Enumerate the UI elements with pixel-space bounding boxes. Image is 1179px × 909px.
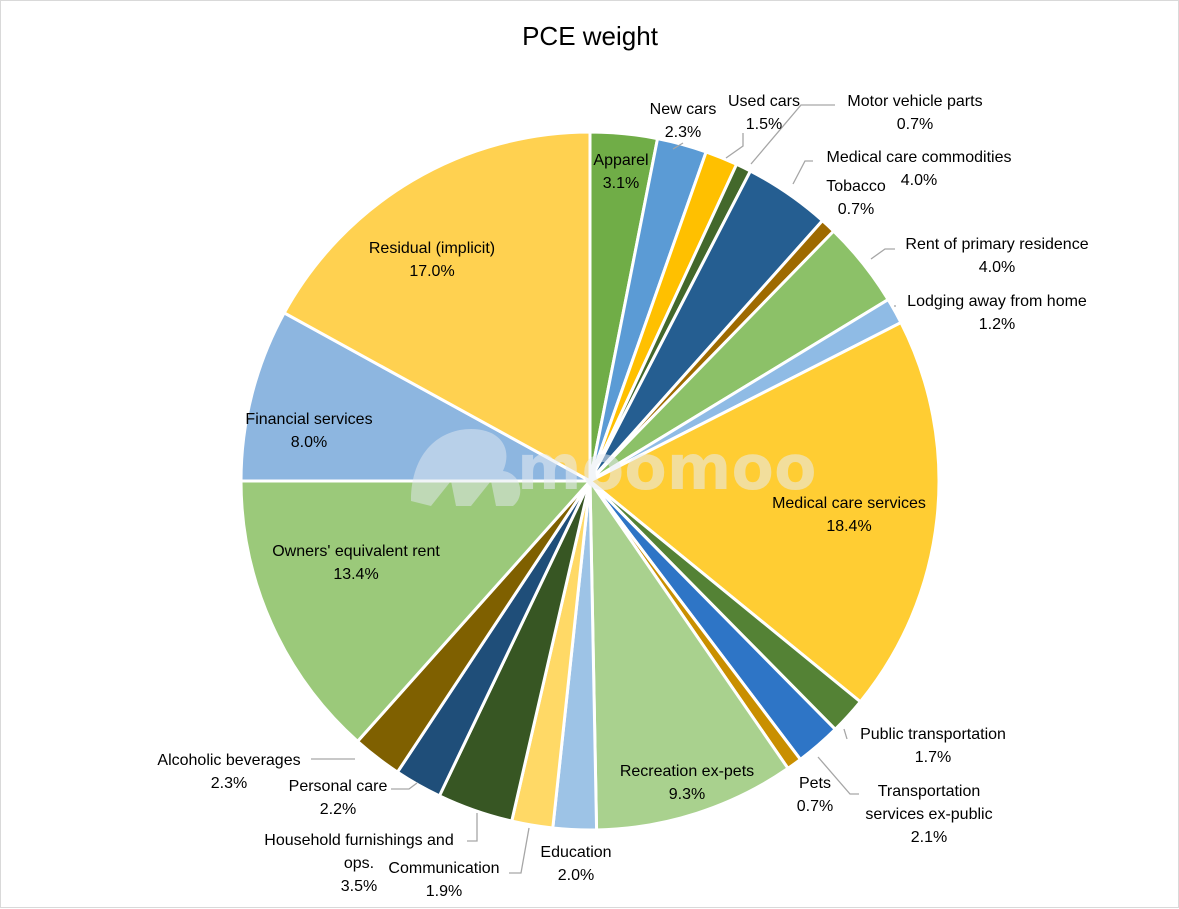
data-label-name: services ex-public — [865, 806, 992, 823]
data-label-residual-implicit: Residual (implicit) 17.0% — [369, 240, 495, 280]
data-label-value: 1.5% — [746, 116, 782, 133]
data-label-name: Medical care services — [772, 495, 926, 512]
data-label-value: 0.7% — [897, 116, 933, 133]
leader-line-household-furnishings-and-ops — [467, 813, 478, 842]
data-label-public-transportation: Public transportation 1.7% — [860, 726, 1006, 766]
data-label-name: Alcoholic beverages — [157, 752, 300, 769]
data-label-value: 2.1% — [911, 829, 947, 846]
data-label-rent-of-primary-residence: Rent of primary residence 4.0% — [905, 236, 1088, 276]
leader-line-personal-care — [391, 782, 418, 790]
pie-slice-financial-services — [239, 310, 591, 483]
data-label-personal-care: Personal care 2.2% — [289, 778, 388, 818]
data-labels: Apparel 3.1% New cars 2.3% Used cars 1.5% Moto… — [157, 93, 1088, 900]
pie-slice-owners-equivalent-rent — [239, 479, 594, 744]
chart-title: PCE weight — [522, 21, 659, 51]
data-label-value: 17.0% — [409, 263, 454, 280]
data-label-value: 9.3% — [669, 786, 705, 803]
data-label-communication: Communication 1.9% — [388, 860, 499, 900]
data-label-recreation-ex-pets: Recreation ex-pets 9.3% — [620, 763, 754, 803]
data-label-alcoholic-beverages: Alcoholic beverages 2.3% — [157, 752, 300, 792]
pie-slice-recreation-ex-pets — [588, 476, 791, 832]
leader-line-new-cars — [672, 142, 684, 150]
leader-line-transportation-services-ex-public — [817, 756, 859, 795]
data-label-pets: Pets 0.7% — [797, 775, 833, 815]
data-label-name: Tobacco — [826, 178, 886, 195]
data-label-new-cars: New cars 2.3% — [650, 101, 717, 141]
data-label-name: Lodging away from home — [907, 293, 1087, 310]
data-label-value: 4.0% — [979, 259, 1015, 276]
data-label-value: 2.2% — [320, 801, 356, 818]
data-label-name: ops. — [344, 855, 374, 872]
data-label-value: 1.2% — [979, 316, 1015, 333]
leader-line-public-transportation — [843, 728, 848, 740]
data-label-owners-equivalent-rent: Owners' equivalent rent 13.4% — [272, 543, 440, 583]
data-label-used-cars: Used cars 1.5% — [728, 93, 800, 133]
leader-line-motor-vehicle-parts — [750, 104, 835, 165]
data-label-name: Financial services — [245, 411, 372, 428]
data-label-name: New cars — [650, 101, 717, 118]
data-label-name: Recreation ex-pets — [620, 763, 754, 780]
data-label-value: 3.1% — [603, 175, 639, 192]
data-label-value: 1.7% — [915, 749, 951, 766]
data-label-name: Personal care — [289, 778, 388, 795]
data-label-name: Residual (implicit) — [369, 240, 495, 257]
data-label-value: 2.3% — [665, 124, 701, 141]
data-label-financial-services: Financial services 8.0% — [245, 411, 372, 451]
data-label-apparel: Apparel 3.1% — [593, 152, 648, 192]
data-label-value: 2.0% — [558, 867, 594, 884]
data-label-medical-care-services: Medical care services 18.4% — [772, 495, 926, 535]
data-label-name: Transportation — [878, 783, 981, 800]
leader-line-rent-of-primary-residence — [870, 248, 895, 260]
leader-line-communication — [509, 827, 530, 874]
data-label-name: Public transportation — [860, 726, 1006, 743]
leader-line-medical-care-commodities — [792, 160, 813, 185]
data-label-value: 18.4% — [826, 518, 871, 535]
leader-lines — [311, 104, 896, 874]
data-label-name: Medical care commodities — [827, 149, 1012, 166]
data-label-name: Communication — [388, 860, 499, 877]
data-label-household-furnishings-and-ops: Household furnishings and ops. 3.5% — [264, 832, 453, 895]
data-label-value: 1.9% — [426, 883, 462, 900]
data-label-name: Household furnishings and — [264, 832, 453, 849]
data-label-value: 8.0% — [291, 434, 327, 451]
data-label-value: 4.0% — [901, 172, 937, 189]
watermark-text: moomoo — [517, 431, 817, 504]
data-label-medical-care-commodities: Medical care commodities 4.0% — [827, 149, 1012, 189]
data-label-value: 0.7% — [797, 798, 833, 815]
leader-line-used-cars — [725, 133, 744, 159]
data-label-name: Apparel — [593, 152, 648, 169]
pie-slice-medical-care-services — [587, 320, 941, 704]
pie-slices — [239, 130, 941, 832]
data-label-name: Owners' equivalent rent — [272, 543, 440, 560]
data-label-name: Used cars — [728, 93, 800, 110]
data-label-value: 3.5% — [341, 878, 377, 895]
data-label-motor-vehicle-parts: Motor vehicle parts 0.7% — [847, 93, 982, 133]
data-label-name: Rent of primary residence — [905, 236, 1088, 253]
data-label-name: Pets — [799, 775, 831, 792]
data-label-name: Motor vehicle parts — [847, 93, 982, 110]
data-label-lodging-away-from-home: Lodging away from home 1.2% — [907, 293, 1087, 333]
pie-slice-residual-implicit — [282, 130, 592, 484]
moomoo-logo-icon — [411, 429, 521, 506]
watermark: moomoo — [411, 429, 817, 506]
data-label-tobacco: Tobacco 0.7% — [826, 178, 886, 218]
data-label-value: 2.3% — [211, 775, 247, 792]
data-label-education: Education 2.0% — [540, 844, 611, 884]
data-label-name: Education — [540, 844, 611, 861]
data-label-value: 0.7% — [838, 201, 874, 218]
data-label-value: 13.4% — [333, 566, 378, 583]
data-label-transportation-services-ex-public: Transportation services ex-public 2.1% — [865, 783, 992, 846]
